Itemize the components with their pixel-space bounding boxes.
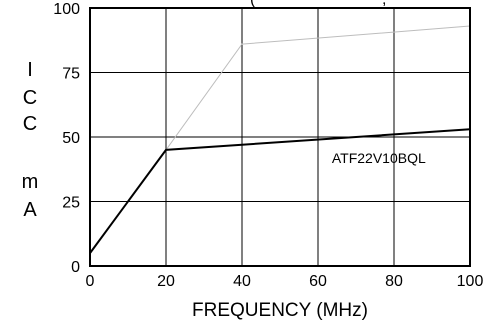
x-tick-label: 100: [457, 273, 484, 290]
series-group: [89, 25, 471, 254]
y-tick-label: 50: [62, 130, 80, 147]
x-tick-label: 0: [86, 273, 95, 290]
y-axis-label-char: C: [23, 113, 37, 135]
x-tick-label: 40: [233, 273, 251, 290]
series-line-0: [89, 128, 471, 254]
x-tick-label: 60: [309, 273, 327, 290]
x-tick-label: 20: [157, 273, 175, 290]
y-tick-label: 75: [62, 66, 80, 83]
annotations: ATF22V10BQL: [332, 150, 426, 166]
plot-frame: [89, 7, 471, 267]
series-annotation: ATF22V10BQL: [332, 150, 426, 166]
grid: [89, 7, 471, 267]
y-axis-label-char: m: [22, 171, 39, 193]
x-ticks: 0 20 40 60 80 100: [86, 273, 484, 290]
x-tick-label: 80: [385, 273, 403, 290]
y-tick-label: 100: [53, 1, 80, 18]
series-point-0: [165, 149, 167, 151]
y-tick-label: 25: [62, 195, 80, 212]
title-fragment-right: ,: [382, 0, 386, 8]
series-point-1: [241, 43, 243, 45]
y-axis-label-char: I: [27, 59, 33, 81]
series-line-1: [89, 25, 471, 254]
x-axis-label: FREQUENCY (MHz): [192, 300, 368, 321]
y-axis-label-char: A: [23, 199, 37, 221]
title-fragment-left: (: [250, 0, 256, 8]
y-axis-label-char: C: [23, 87, 37, 109]
y-ticks: 0 25 50 75 100: [53, 1, 80, 276]
y-tick-label: 0: [71, 259, 80, 276]
